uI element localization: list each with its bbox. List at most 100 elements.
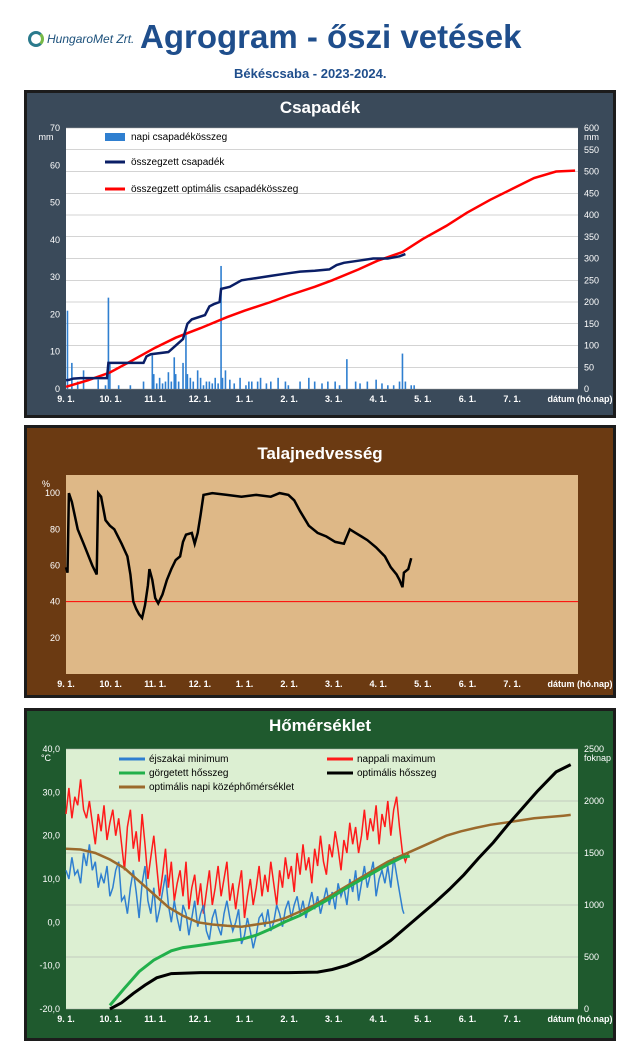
tmax-line <box>65 779 410 919</box>
y2-tick-label: 400 <box>584 210 599 220</box>
precip-bar <box>308 377 310 389</box>
precip-bar <box>321 383 323 389</box>
precip-bar <box>161 383 164 389</box>
x-tick-label: 12. 1. <box>189 394 212 404</box>
precip-bar <box>158 377 161 389</box>
precip-bar <box>327 381 329 389</box>
y2-tick-label: 0 <box>584 384 589 394</box>
temperature-chart: Hőmérséklet 9. 1. 10. 1. 11. 1. 12. 1. 1. 1. 2… <box>39 716 612 1024</box>
y2-tick-label: 100 <box>584 341 599 351</box>
precip-bar <box>173 357 176 389</box>
precipitation-panel: Csapadék 9. 1. 10. 1. 11. 1. 12. 1. 1. 1. 2. 1… <box>24 90 616 418</box>
precip-bar <box>109 362 111 389</box>
hungaromet-logo-icon <box>28 31 44 47</box>
precip-bar <box>196 370 199 389</box>
precip-bar <box>375 379 377 389</box>
y-tick-label: 60 <box>50 560 60 570</box>
precip-bar <box>76 381 79 389</box>
y2-tick-label: 450 <box>584 188 599 198</box>
y-tick-label: 20,0 <box>42 831 60 841</box>
y-axis-label: % <box>42 479 50 489</box>
precip-bar <box>404 381 407 389</box>
y-tick-label: 70 <box>50 123 60 133</box>
precip-bar <box>277 377 279 389</box>
x-tick-label: 9. 1. <box>57 679 75 689</box>
x-tick-label: 7. 1. <box>503 394 521 404</box>
x-tick-label: 5. 1. <box>414 394 432 404</box>
x-tick-label: 3. 1. <box>325 394 343 404</box>
soil-moisture-panel: Talajnedvesség 9. 1. 10. 1. 11. 1. 12. 1. 1. … <box>24 425 616 698</box>
y-tick-label: -20,0 <box>39 1004 60 1014</box>
optimal-daily-mean-line <box>65 813 571 928</box>
y2-tick-label: 600 <box>584 123 599 133</box>
precip-bar <box>199 377 202 389</box>
precip-bar <box>155 383 158 389</box>
precip-bar <box>413 385 415 389</box>
precip-bar <box>205 381 208 389</box>
precip-bar <box>164 381 167 389</box>
x-tick-label: 9. 1. <box>57 1014 75 1024</box>
precip-bar <box>401 353 404 389</box>
header: HungaroMet Zrt. Agrogram - őszi vetések … <box>0 0 640 90</box>
y-tick-label: 40 <box>50 597 60 607</box>
precip-bar <box>152 374 155 389</box>
chart-title: Hőmérséklet <box>269 716 371 735</box>
precip-bar <box>117 385 120 389</box>
x-tick-label: 12. 1. <box>189 1014 212 1024</box>
y2-tick-label: 1000 <box>584 900 604 910</box>
precip-bar <box>208 381 211 389</box>
precip-bar <box>186 374 189 389</box>
y2-tick-label: 350 <box>584 232 599 242</box>
legend-entry: éjszakai minimum <box>149 754 228 765</box>
legend-entry: napi csapadékösszeg <box>131 132 227 143</box>
precip-bar <box>151 355 154 389</box>
x-tick-label: 3. 1. <box>325 679 343 689</box>
y2-tick-label: 2500 <box>584 744 604 754</box>
x-tick-label: 10. 1. <box>99 394 122 404</box>
precip-bar <box>359 383 361 389</box>
y-tick-label: 20 <box>50 309 60 319</box>
precip-bar <box>71 362 73 389</box>
precip-bar <box>129 385 132 389</box>
x-tick-label: 6. 1. <box>459 394 477 404</box>
precip-bar <box>250 381 253 389</box>
y2-tick-label: 300 <box>584 254 599 264</box>
precip-bar <box>387 385 389 389</box>
y2-tick-label: 2000 <box>584 796 604 806</box>
legend-entry: összegzett optimális csapadékösszeg <box>131 184 298 195</box>
x-tick-label: 11. 1. <box>144 394 166 404</box>
soil-moisture-chart: Talajnedvesség 9. 1. 10. 1. 11. 1. 12. 1. 1. … <box>42 444 613 689</box>
x-tick-label: 11. 1. <box>144 1014 166 1024</box>
y2-tick-label: 500 <box>584 167 599 177</box>
hungaromet-logo: HungaroMet Zrt. <box>28 30 138 50</box>
precip-bar <box>239 377 241 389</box>
precip-bar <box>82 370 85 389</box>
y-tick-label: 20 <box>50 633 60 643</box>
precip-bar <box>217 383 219 389</box>
precip-bar <box>107 297 110 389</box>
y2-tick-label: 500 <box>584 952 599 962</box>
precip-bar <box>185 333 187 389</box>
precip-bar <box>97 379 99 389</box>
legend-entry: nappali maximum <box>357 754 435 765</box>
precip-bar <box>299 381 301 389</box>
x-axis-label: dátum (hó.nap) <box>548 679 613 689</box>
precip-bar <box>248 381 250 389</box>
precip-bar <box>167 372 170 389</box>
x-tick-label: 7. 1. <box>503 1014 521 1024</box>
y2-tick-label: 250 <box>584 275 599 285</box>
y-axis-label: °C <box>41 753 52 763</box>
y-tick-label: 30 <box>50 272 60 282</box>
rolling-heat-line <box>108 854 411 1007</box>
precip-bar <box>192 381 195 389</box>
y-tick-label: 100 <box>45 488 60 498</box>
legend-entry: optimális hősszeg <box>357 768 436 779</box>
x-tick-label: 6. 1. <box>459 1014 477 1024</box>
precip-bar <box>270 381 272 389</box>
page-title: Agrogram - őszi vetések <box>140 18 522 55</box>
precip-bar <box>381 383 383 389</box>
precip-bar <box>245 385 247 389</box>
y2-tick-label: 0 <box>584 1004 589 1014</box>
precip-bar <box>170 381 173 389</box>
y-tick-label: 40,0 <box>42 744 60 754</box>
